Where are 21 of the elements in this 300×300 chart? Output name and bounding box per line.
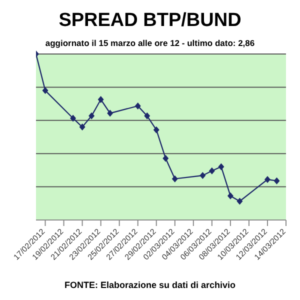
point	[227, 192, 234, 200]
point	[79, 124, 86, 131]
point	[162, 154, 169, 162]
point	[218, 163, 224, 170]
point	[236, 198, 243, 205]
point	[107, 110, 114, 117]
point	[264, 176, 270, 183]
point	[42, 87, 48, 94]
chart-title: SPREAD BTP/BUND	[58, 10, 242, 32]
point	[134, 102, 141, 110]
point	[200, 172, 206, 180]
point	[98, 96, 104, 103]
point	[208, 167, 215, 174]
point	[172, 175, 178, 182]
source-note: FONTE: Elaborazione su dati di archivio	[63, 280, 237, 290]
point	[88, 112, 95, 120]
point	[274, 177, 280, 184]
chart-subtitle: aggiornato il 15 marzo alle ore 12 - ultimo dato: 2,86	[44, 38, 256, 48]
point	[144, 112, 150, 120]
point	[70, 114, 76, 122]
point	[153, 126, 160, 134]
